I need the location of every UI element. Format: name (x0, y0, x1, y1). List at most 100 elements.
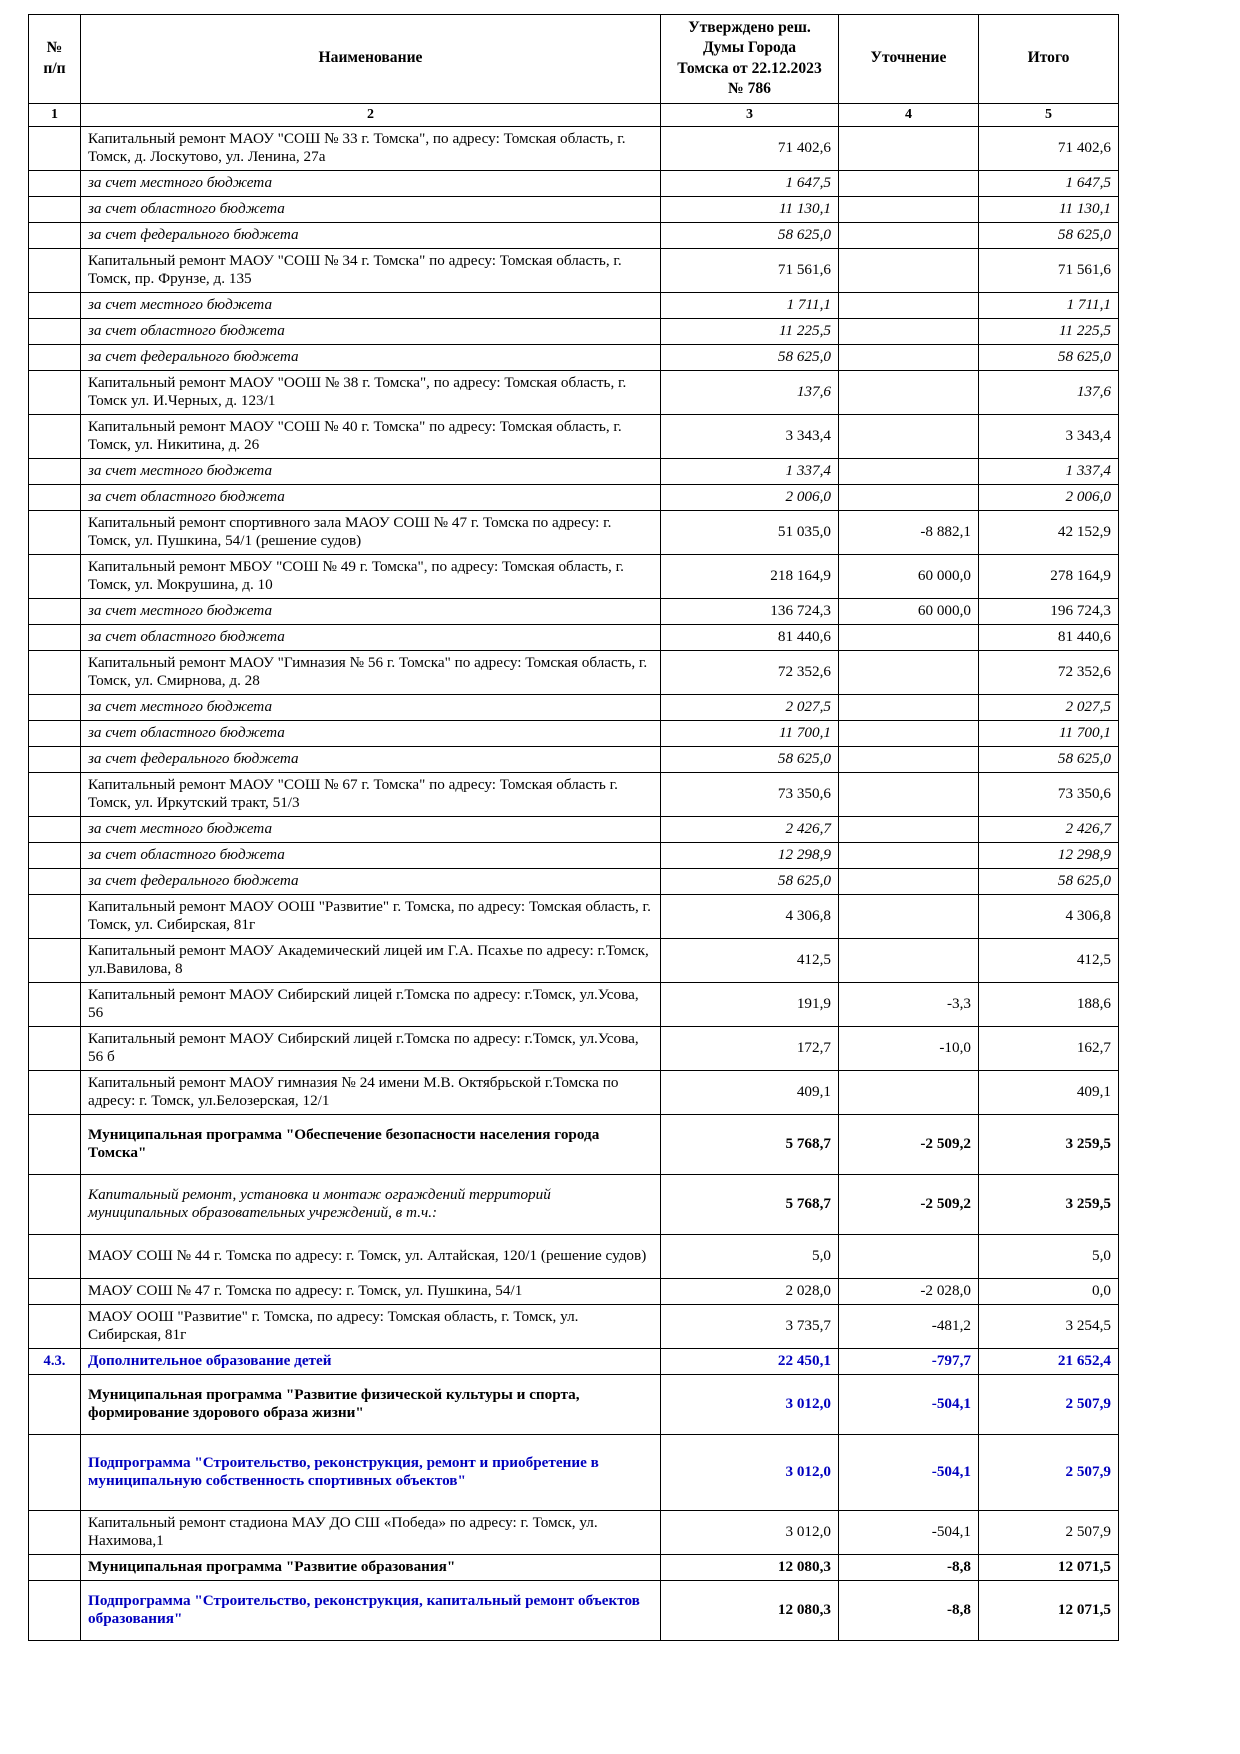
header-approved-line4: № 786 (728, 79, 771, 97)
row-total-value: 12 071,5 (978, 1554, 1119, 1582)
row-number (28, 624, 81, 652)
table-row: Капитальный ремонт МАОУ гимназия № 24 им… (28, 1070, 1119, 1116)
row-adjustment-value (838, 816, 979, 844)
row-total-value: 4 306,8 (978, 894, 1119, 940)
row-total-value: 0,0 (978, 1278, 1119, 1306)
table-row: Капитальный ремонт МБОУ "СОШ № 49 г. Том… (28, 554, 1119, 600)
row-name: за счет местного бюджета (80, 458, 661, 486)
table-row: Подпрограмма "Строительство, реконструкц… (28, 1434, 1119, 1512)
row-total-value: 58 625,0 (978, 222, 1119, 250)
row-name: за счет областного бюджета (80, 318, 661, 346)
row-adjustment-value (838, 126, 979, 172)
row-name: за счет федерального бюджета (80, 222, 661, 250)
row-number: 4.3. (28, 1348, 81, 1376)
row-total-value: 3 259,5 (978, 1174, 1119, 1236)
row-name: за счет местного бюджета (80, 816, 661, 844)
row-number (28, 982, 81, 1028)
row-name: Капитальный ремонт МАОУ Академический ли… (80, 938, 661, 984)
row-total-value: 12 298,9 (978, 842, 1119, 870)
row-name: Капитальный ремонт, установка и монтаж о… (80, 1174, 661, 1236)
row-adjustment-value (838, 842, 979, 870)
row-number (28, 510, 81, 556)
row-name: за счет областного бюджета (80, 842, 661, 870)
table-row: за счет федерального бюджета 58 625,0 58 6… (28, 222, 1119, 250)
row-number (28, 746, 81, 774)
row-adjustment-value (838, 484, 979, 512)
row-adjustment-value (838, 894, 979, 940)
row-adjustment-value (838, 370, 979, 416)
colnum-2: 2 (80, 103, 661, 128)
row-number (28, 1374, 81, 1436)
row-adjustment-value: 60 000,0 (838, 598, 979, 626)
row-approved-value: 58 625,0 (660, 868, 839, 896)
row-number (28, 318, 81, 346)
table-row: за счет областного бюджета 2 006,0 2 006,0 (28, 484, 1119, 512)
row-approved-value: 3 343,4 (660, 414, 839, 460)
table-row: за счет местного бюджета 136 724,3 60 000,… (28, 598, 1119, 626)
row-total-value: 81 440,6 (978, 624, 1119, 652)
row-name: Капитальный ремонт МАОУ "СОШ № 67 г. Том… (80, 772, 661, 818)
table-row: Муниципальная программа "Обеспечение без… (28, 1114, 1119, 1176)
table-row: Капитальный ремонт МАОУ "Гимназия № 56 г… (28, 650, 1119, 696)
row-total-value: 11 225,5 (978, 318, 1119, 346)
table-row: Капитальный ремонт МАОУ ООШ "Развитие" г… (28, 894, 1119, 940)
row-adjustment-value (838, 170, 979, 198)
row-total-value: 21 652,4 (978, 1348, 1119, 1376)
row-name: Капитальный ремонт МАОУ "СОШ № 40 г. Том… (80, 414, 661, 460)
row-total-value: 1 647,5 (978, 170, 1119, 198)
row-total-value: 58 625,0 (978, 746, 1119, 774)
row-adjustment-value (838, 650, 979, 696)
row-number (28, 414, 81, 460)
row-total-value: 2 507,9 (978, 1434, 1119, 1512)
row-number (28, 1510, 81, 1556)
table-row: Муниципальная программа "Развитие образо… (28, 1554, 1119, 1582)
row-approved-value: 12 298,9 (660, 842, 839, 870)
colnum-3: 3 (660, 103, 839, 128)
row-total-value: 137,6 (978, 370, 1119, 416)
table-row: за счет областного бюджета 11 225,5 11 225… (28, 318, 1119, 346)
row-total-value: 278 164,9 (978, 554, 1119, 600)
row-name: Капитальный ремонт МАОУ ООШ "Развитие" г… (80, 894, 661, 940)
row-approved-value: 172,7 (660, 1026, 839, 1072)
row-adjustment-value (838, 624, 979, 652)
row-adjustment-value: -2 028,0 (838, 1278, 979, 1306)
row-number (28, 370, 81, 416)
row-approved-value: 11 700,1 (660, 720, 839, 748)
row-total-value: 58 625,0 (978, 344, 1119, 372)
row-name: за счет местного бюджета (80, 292, 661, 320)
row-approved-value: 81 440,6 (660, 624, 839, 652)
row-name: Капитальный ремонт МАОУ "ООШ № 38 г. Том… (80, 370, 661, 416)
row-approved-value: 73 350,6 (660, 772, 839, 818)
row-number (28, 222, 81, 250)
table-row: МАОУ СОШ № 47 г. Томска по адресу: г. То… (28, 1278, 1119, 1306)
row-number (28, 816, 81, 844)
table-row: Капитальный ремонт МАОУ Сибирский лицей … (28, 1026, 1119, 1072)
header-approved-line3: Томска от 22.12.2023 (677, 59, 822, 77)
table-row: Капитальный ремонт МАОУ "СОШ № 34 г. Том… (28, 248, 1119, 294)
row-approved-value: 3 012,0 (660, 1434, 839, 1512)
row-total-value: 162,7 (978, 1026, 1119, 1072)
table-header: № п/п Наименование Утверждено реш. Думы … (28, 13, 1119, 128)
row-name: за счет областного бюджета (80, 720, 661, 748)
row-number (28, 554, 81, 600)
row-name: Капитальный ремонт МАОУ Сибирский лицей … (80, 982, 661, 1028)
row-total-value: 3 254,5 (978, 1304, 1119, 1350)
row-name: Дополнительное образование детей (80, 1348, 661, 1376)
row-total-value: 2 426,7 (978, 816, 1119, 844)
row-approved-value: 5 768,7 (660, 1174, 839, 1236)
row-name: Капитальный ремонт МАОУ Сибирский лицей … (80, 1026, 661, 1072)
row-total-value: 1 337,4 (978, 458, 1119, 486)
row-total-value: 11 700,1 (978, 720, 1119, 748)
header-cell-adjustment: Уточнение (838, 13, 979, 105)
row-approved-value: 409,1 (660, 1070, 839, 1116)
row-number (28, 196, 81, 224)
row-adjustment-value: -2 509,2 (838, 1174, 979, 1236)
row-name: МАОУ СОШ № 44 г. Томска по адресу: г. То… (80, 1234, 661, 1280)
row-number (28, 1174, 81, 1236)
row-approved-value: 12 080,3 (660, 1554, 839, 1582)
row-total-value: 2 507,9 (978, 1510, 1119, 1556)
row-adjustment-value: -8 882,1 (838, 510, 979, 556)
table-row: за счет федерального бюджета 58 625,0 58 6… (28, 344, 1119, 372)
table-row: за счет местного бюджета 1 337,4 1 337,4 (28, 458, 1119, 486)
row-number (28, 1554, 81, 1582)
